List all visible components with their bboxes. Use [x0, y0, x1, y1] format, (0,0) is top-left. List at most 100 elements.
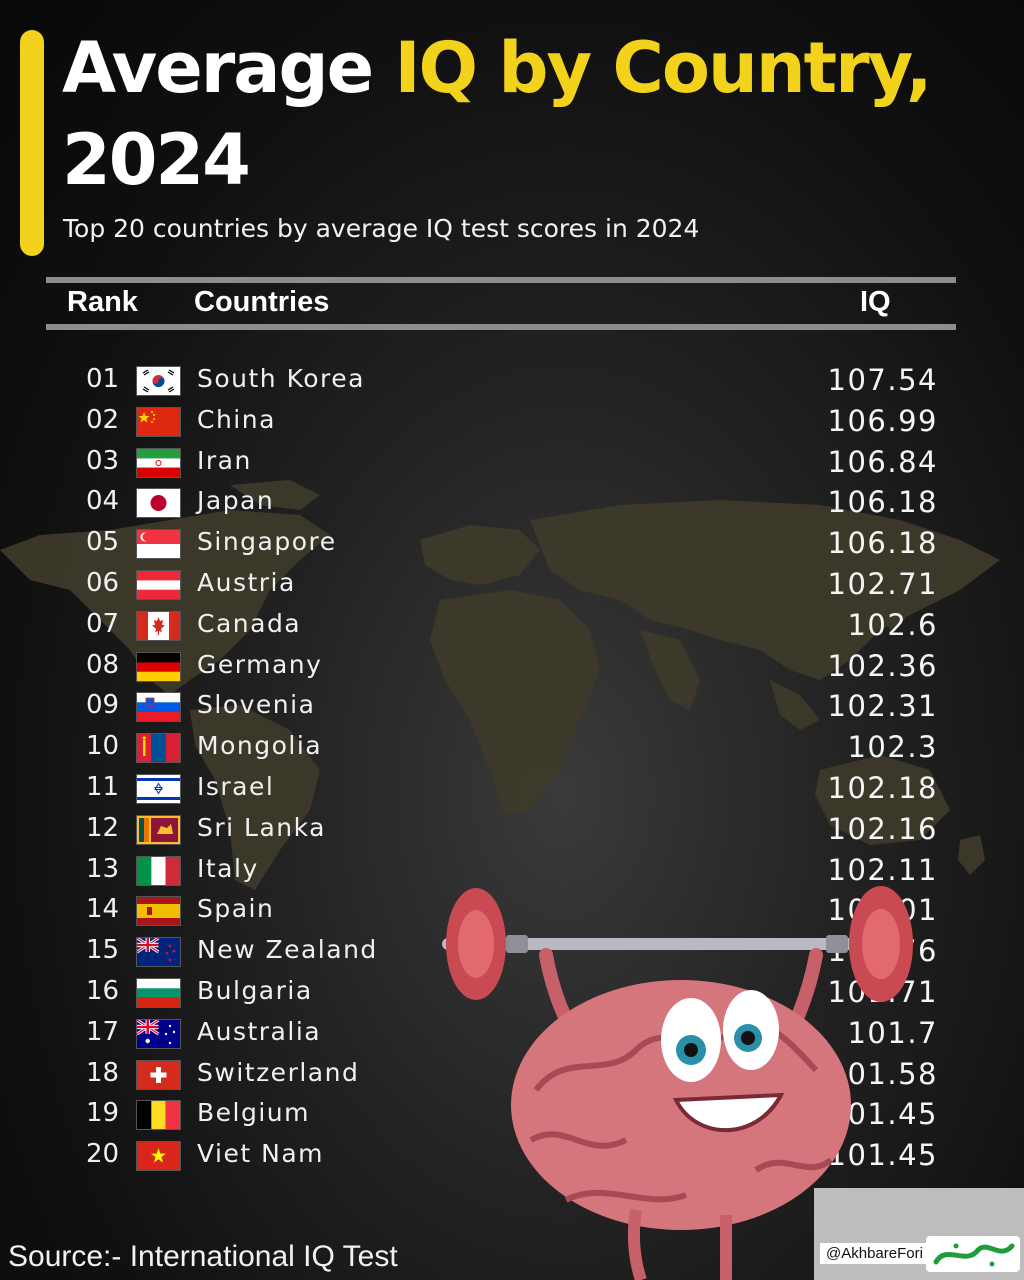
rank-value: 03: [86, 445, 120, 476]
country-name: Austria: [197, 567, 296, 597]
header-rule-bottom: [46, 324, 956, 330]
italy-flag-icon: [136, 855, 181, 886]
table-row: 09 Slovenia 102.31: [0, 686, 1024, 727]
column-header-countries: Countries: [194, 286, 330, 318]
iq-value: 106.99: [827, 403, 938, 438]
iq-value: 102.31: [827, 689, 938, 724]
table-row: 07 Canada 102.6: [0, 605, 1024, 646]
rank-value: 13: [86, 853, 120, 884]
table-row: 20 Viet Nam 101.45: [0, 1135, 1024, 1176]
mongolia-flag-icon: [136, 733, 181, 764]
rank-value: 14: [86, 894, 120, 925]
rank-value: 11: [86, 771, 120, 802]
iq-value: 106.18: [827, 485, 938, 520]
header-rule-top: [46, 277, 956, 283]
table-row: 02 China 106.99: [0, 401, 1024, 442]
germany-flag-icon: [136, 651, 181, 682]
china-flag-icon: [136, 406, 181, 437]
iq-value: 102.18: [827, 770, 938, 805]
country-name: Italy: [197, 853, 259, 883]
iran-flag-icon: [136, 447, 181, 478]
iq-value: 101.45: [827, 1138, 938, 1173]
country-name: Israel: [197, 771, 275, 801]
australia-flag-icon: [136, 1018, 181, 1049]
new-zealand-flag-icon: [136, 937, 181, 968]
iq-value: 102.11: [827, 852, 938, 887]
country-name: Australia: [197, 1016, 322, 1046]
table-row: 19 Belgium 101.45: [0, 1094, 1024, 1135]
iq-value: 102.71: [827, 566, 938, 601]
world-map-illustration: [0, 480, 1000, 890]
country-name: China: [197, 404, 276, 434]
country-name: Sri Lanka: [197, 812, 326, 842]
country-name: Spain: [197, 894, 275, 924]
rank-value: 01: [86, 364, 120, 394]
singapore-flag-icon: [136, 529, 181, 560]
rank-value: 04: [86, 486, 120, 517]
table-row: 10 Mongolia 102.3: [0, 727, 1024, 768]
iq-value: 102.36: [827, 648, 938, 683]
sri-lanka-flag-icon: [136, 814, 181, 845]
table-row: 13 Italy 102.11: [0, 850, 1024, 891]
country-name: Switzerland: [197, 1057, 360, 1087]
spain-flag-icon: [136, 896, 181, 927]
table-row: 01 South Korea 107.54: [0, 360, 1024, 401]
country-name: Iran: [197, 445, 252, 475]
iq-value: 102.6: [847, 607, 938, 642]
rank-value: 10: [86, 731, 120, 762]
table-row: 06 Austria 102.71: [0, 564, 1024, 605]
south-korea-flag-icon: [136, 366, 181, 396]
country-name: Singapore: [197, 527, 337, 557]
credit-handle: @AkhbareFori: [820, 1243, 929, 1264]
table-row: 11 Israel 102.18: [0, 768, 1024, 809]
table-row: 18 Switzerland 101.58: [0, 1054, 1024, 1095]
rank-value: 08: [86, 649, 120, 680]
rank-value: 15: [86, 935, 120, 966]
rank-value: 18: [86, 1057, 120, 1088]
rank-value: 19: [86, 1098, 120, 1129]
country-name: Belgium: [197, 1098, 310, 1128]
austria-flag-icon: [136, 569, 181, 600]
table-row: 17 Australia 101.7: [0, 1013, 1024, 1054]
country-name: Slovenia: [197, 690, 316, 720]
country-name: New Zealand: [197, 935, 378, 965]
subtitle: Top 20 countries by average IQ test scor…: [63, 214, 700, 243]
japan-flag-icon: [136, 488, 181, 519]
rank-value: 12: [86, 812, 120, 843]
country-name: Japan: [197, 486, 275, 516]
rank-value: 07: [86, 608, 120, 639]
canada-flag-icon: [136, 610, 181, 641]
title-part1: Average: [62, 27, 395, 109]
country-name: Canada: [197, 608, 302, 638]
accent-bar: [20, 30, 44, 256]
rank-value: 06: [86, 567, 120, 598]
table-row: 16Bulgaria101.71: [0, 972, 1024, 1013]
country-name: Bulgaria: [197, 975, 313, 1005]
bulgaria-flag-icon: [136, 977, 181, 1008]
rank-value: 05: [86, 527, 120, 558]
source-note: Source:- International IQ Test: [8, 1240, 398, 1273]
belgium-flag-icon: [136, 1100, 181, 1131]
brain-lifting-barbell-illustration: [442, 886, 913, 1280]
table-row: 04 Japan 106.18: [0, 482, 1024, 523]
country-name: Germany: [197, 649, 323, 679]
rank-value: 17: [86, 1016, 120, 1047]
column-header-rank: Rank: [67, 286, 138, 318]
title-highlight: IQ by Country,: [394, 27, 933, 109]
iq-value: 106.18: [827, 526, 938, 561]
iq-value: 107.54: [827, 363, 938, 397]
iq-value: 101.7: [847, 1015, 938, 1050]
table-row: 12 Sri Lanka 102.16: [0, 809, 1024, 850]
table-row: 05 Singapore 106.18: [0, 523, 1024, 564]
ranking-table: 01 South Korea 107.54 02 China 106.99 03 Iran 10…: [0, 360, 1024, 1176]
rank-value: 09: [86, 690, 120, 721]
rank-value: 16: [86, 975, 120, 1006]
table-row: 03 Iran 106.84: [0, 442, 1024, 483]
rank-value: 20: [86, 1139, 120, 1170]
table-row: 08 Germany 102.36: [0, 646, 1024, 687]
page-title: Average IQ by Country, 2024: [62, 22, 1002, 206]
akhbarefori-logo: [926, 1236, 1020, 1272]
title-part2: 2024: [62, 119, 251, 201]
iq-value: 106.84: [827, 444, 938, 479]
country-name: Viet Nam: [197, 1139, 325, 1169]
